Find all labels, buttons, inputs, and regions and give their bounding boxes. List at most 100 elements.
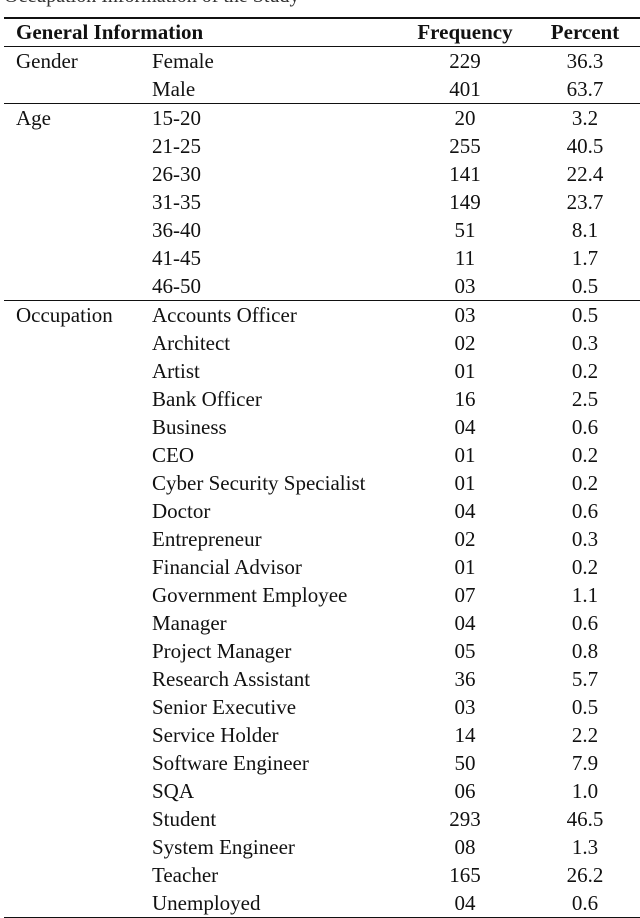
frequency-cell: 50	[454, 751, 476, 775]
category-cell: Government Employee	[152, 583, 348, 607]
frequency-cell: 01	[454, 359, 476, 383]
percent-cell: 7.9	[571, 751, 599, 775]
frequency-cell: 05	[454, 639, 476, 663]
frequency-cell: 04	[454, 415, 476, 439]
table-row: Doctor 04 0.6	[4, 497, 640, 525]
frequency-cell: 03	[454, 695, 476, 719]
frequency-cell: 01	[454, 471, 476, 495]
percent-cell: 0.2	[571, 359, 599, 383]
group-label: Age	[16, 106, 51, 130]
header-percent: Percent	[530, 17, 640, 47]
table-row: Manager 04 0.6	[4, 609, 640, 637]
category-cell: Male	[152, 75, 400, 104]
frequency-cell: 02	[454, 331, 476, 355]
table-row: Gender Female 229 36.3	[4, 47, 640, 76]
frequency-cell: 01	[454, 443, 476, 467]
category-cell: 46-50	[152, 272, 400, 301]
category-cell: Business	[152, 415, 227, 439]
category-cell: 26-30	[152, 162, 201, 186]
group-label	[4, 861, 152, 889]
category-cell: Accounts Officer	[152, 303, 297, 327]
category-cell: Service Holder	[152, 723, 279, 747]
category-cell: Financial Advisor	[152, 555, 302, 579]
group-label	[4, 272, 152, 301]
percent-cell: 0.5	[571, 303, 599, 327]
group-label	[4, 637, 152, 665]
table-row: Architect 02 0.3	[4, 329, 640, 357]
category-cell: 31-35	[152, 190, 201, 214]
category-cell: Research Assistant	[152, 667, 311, 691]
group-label	[4, 553, 152, 581]
frequency-cell: 14	[454, 723, 476, 747]
percent-cell: 0.3	[571, 527, 599, 551]
table-row: 46-50 03 0.5	[4, 272, 640, 301]
percent-cell: 0.3	[571, 331, 599, 355]
category-cell: Project Manager	[152, 639, 292, 663]
category-cell: Software Engineer	[152, 751, 309, 775]
table-row: Financial Advisor 01 0.2	[4, 553, 640, 581]
percent-cell: 5.7	[571, 667, 599, 691]
table-row: Age 15-20 20 3.2	[4, 104, 640, 133]
table-row: Teacher 165 26.2	[4, 861, 640, 889]
table-row: 41-45 11 1.7	[4, 244, 640, 272]
table-row: Business 04 0.6	[4, 413, 640, 441]
percent-cell: 0.2	[571, 471, 599, 495]
frequency-cell: 06	[454, 779, 476, 803]
category-cell: System Engineer	[152, 835, 295, 859]
category-cell: Student	[152, 807, 217, 831]
percent-cell: 23.7	[566, 190, 604, 214]
header-frequency: Frequency	[400, 17, 530, 47]
frequency-cell: 03	[400, 272, 530, 301]
table-row: Bank Officer 16 2.5	[4, 385, 640, 413]
category-cell: Architect	[152, 331, 231, 355]
group-label: Gender	[16, 49, 78, 73]
table-row: Project Manager 05 0.8	[4, 637, 640, 665]
table-row: Senior Executive 03 0.5	[4, 693, 640, 721]
percent-cell: 2.2	[571, 723, 599, 747]
frequency-cell: 165	[449, 863, 481, 887]
percent-cell: 1.3	[571, 835, 599, 859]
frequency-cell: 51	[454, 218, 476, 242]
category-cell: Manager	[152, 611, 227, 635]
table-row: Government Employee 07 1.1	[4, 581, 640, 609]
category-cell: Senior Executive	[152, 695, 297, 719]
percent-cell: 0.2	[571, 443, 599, 467]
table-row: Software Engineer 50 7.9	[4, 749, 640, 777]
table-row: Entrepreneur 02 0.3	[4, 525, 640, 553]
category-cell: Entrepreneur	[152, 527, 262, 551]
group-label	[4, 805, 152, 833]
group-label	[4, 216, 152, 244]
group-label	[4, 749, 152, 777]
frequency-cell: 229	[449, 49, 481, 73]
group-label	[4, 188, 152, 216]
table-row: Service Holder 14 2.2	[4, 721, 640, 749]
table-row: Student 293 46.5	[4, 805, 640, 833]
category-cell: Female	[152, 49, 214, 73]
percent-cell: 2.5	[571, 387, 599, 411]
category-cell: 15-20	[152, 106, 201, 130]
frequency-cell: 04	[400, 889, 530, 918]
header-row: General Information Frequency Percent	[4, 17, 640, 47]
table-row: 31-35 149 23.7	[4, 188, 640, 216]
group-label	[4, 469, 152, 497]
percent-cell: 0.5	[530, 272, 640, 301]
frequency-cell: 401	[400, 75, 530, 104]
frequency-cell: 149	[449, 190, 481, 214]
percent-cell: 8.1	[571, 218, 599, 242]
table-row: Male 401 63.7	[4, 75, 640, 104]
category-cell: CEO	[152, 443, 194, 467]
category-cell: Artist	[152, 359, 200, 383]
demographics-table: General Information Frequency Percent Ge…	[4, 17, 640, 918]
group-label	[4, 889, 152, 918]
frequency-cell: 141	[449, 162, 481, 186]
group-label	[4, 329, 152, 357]
frequency-cell: 04	[454, 611, 476, 635]
category-cell: Unemployed	[152, 889, 400, 918]
percent-cell: 22.4	[566, 162, 604, 186]
group-label	[4, 160, 152, 188]
percent-cell: 40.5	[566, 134, 604, 158]
group-label	[4, 75, 152, 104]
table-row: Artist 01 0.2	[4, 357, 640, 385]
table-row: Occupation Accounts Officer 03 0.5	[4, 301, 640, 330]
category-cell: Bank Officer	[152, 387, 262, 411]
